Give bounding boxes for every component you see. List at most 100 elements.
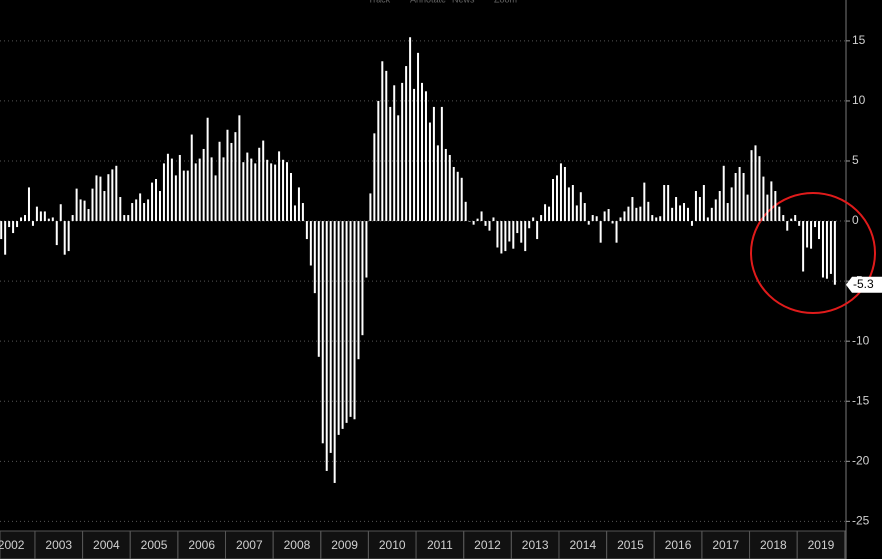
bar: [583, 203, 586, 222]
bar: [552, 179, 555, 222]
bar: [186, 170, 189, 222]
bar: [786, 221, 789, 231]
bar: [563, 166, 566, 222]
bar: [770, 181, 773, 222]
bar: [532, 217, 535, 222]
bar: [393, 85, 396, 222]
bar: [659, 216, 662, 222]
bar: [238, 115, 241, 222]
bar: [8, 221, 11, 228]
bar: [178, 154, 181, 222]
bar: [714, 199, 717, 222]
bar: [16, 221, 19, 228]
bar: [349, 221, 352, 417]
bar: [67, 221, 70, 252]
bar: [472, 221, 475, 225]
bar: [611, 221, 614, 224]
bar: [663, 185, 666, 222]
x-tick-label: 2002: [0, 538, 25, 552]
bar: [214, 175, 217, 222]
bar: [754, 145, 757, 222]
bar: [309, 221, 312, 266]
bar: [361, 221, 364, 336]
bar: [488, 221, 491, 231]
bar: [91, 188, 94, 222]
bar: [508, 221, 511, 242]
bar: [750, 150, 753, 222]
bar: [718, 191, 721, 222]
bar: [99, 176, 102, 222]
bar: [413, 88, 416, 222]
bar: [333, 221, 336, 483]
bar: [821, 221, 824, 278]
x-tick-label: 2008: [284, 538, 311, 552]
bar: [397, 115, 400, 222]
bar: [31, 221, 34, 226]
bar: [444, 148, 447, 222]
toolbar-item: Zoom: [494, 0, 517, 4]
bar: [297, 187, 300, 222]
bar: [250, 158, 253, 222]
bar: [710, 207, 713, 222]
bar: [722, 165, 725, 222]
bar: [571, 185, 574, 222]
bar: [806, 221, 809, 248]
bar: [254, 163, 257, 222]
bar: [59, 204, 62, 222]
y-tick-label: -25: [852, 514, 870, 528]
bar: [226, 129, 229, 222]
bar: [686, 207, 689, 222]
x-tick-label: 2014: [569, 538, 596, 552]
bar: [71, 215, 74, 222]
x-tick-label: 2006: [188, 538, 215, 552]
bar: [274, 164, 277, 222]
bar: [369, 193, 372, 222]
bar: [802, 221, 805, 272]
bar: [305, 221, 308, 240]
bar: [436, 145, 439, 222]
bar: [512, 221, 515, 249]
bar: [655, 217, 658, 222]
bar: [321, 221, 324, 444]
x-tick-label: 2018: [760, 538, 787, 552]
bar: [0, 221, 3, 240]
bar: [766, 194, 769, 222]
x-tick-label: 2005: [141, 538, 168, 552]
bar: [559, 163, 562, 222]
bar: [476, 218, 479, 222]
bar: [47, 218, 50, 222]
bar: [480, 211, 483, 222]
bar: [798, 221, 801, 226]
bar: [833, 221, 836, 285]
toolbar-item: Track: [368, 0, 391, 4]
bar: [166, 153, 169, 222]
toolbar-item: News: [452, 0, 475, 4]
bar: [623, 211, 626, 222]
bar: [377, 100, 380, 222]
bar: [635, 207, 638, 222]
bar: [595, 216, 598, 222]
bar: [698, 197, 701, 222]
bar: [417, 52, 420, 222]
bar: [627, 206, 630, 222]
x-tick-label: 2013: [522, 538, 549, 552]
bar: [758, 156, 761, 222]
bar: [555, 175, 558, 222]
bar: [746, 194, 749, 222]
bar: [818, 221, 821, 240]
bar: [278, 151, 281, 222]
bar: [301, 203, 304, 222]
bar: [810, 221, 813, 249]
bar: [381, 61, 384, 222]
bar: [174, 175, 177, 222]
bar: [567, 187, 570, 222]
bar: [289, 172, 292, 222]
bar: [452, 166, 455, 222]
bar: [428, 122, 431, 222]
bar: [683, 203, 686, 222]
bar: [675, 197, 678, 222]
bar: [448, 154, 451, 222]
bar: [341, 221, 344, 429]
bar: [147, 199, 150, 222]
